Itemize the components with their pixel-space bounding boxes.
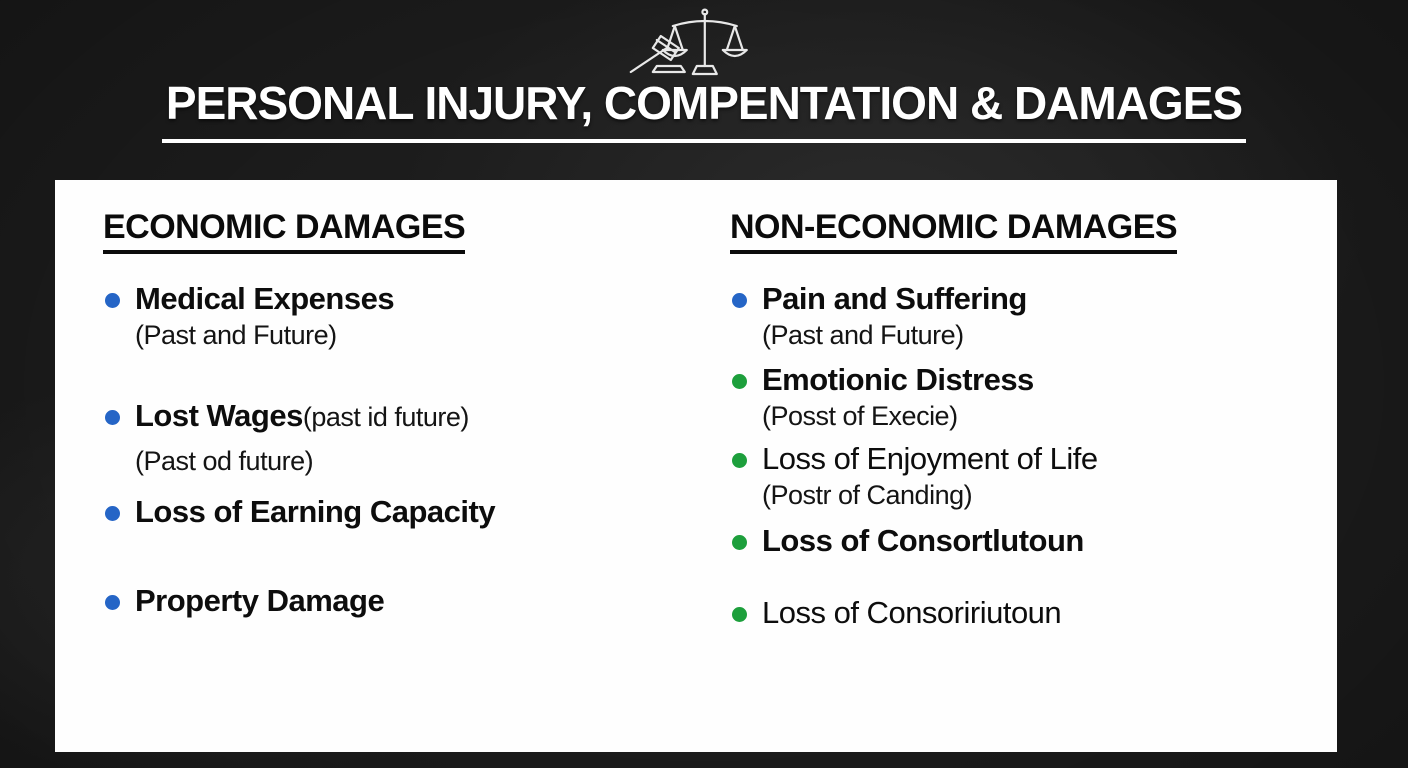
item-title: Pain and Suffering [762,281,1027,316]
bullet-dot-icon [732,535,747,551]
item-title: Loss of Consoririutoun [762,595,1062,631]
list-item: Loss of Earning Capacity [103,493,730,532]
item-title: Loss of Consortlutoun [762,523,1084,559]
column-heading-non-economic: NON-ECONOMIC DAMAGES [730,208,1178,254]
bullet-dot-icon [105,506,120,522]
bullet-dot-icon [732,607,747,623]
item-title: Property Damage [135,583,385,619]
column-non-economic-damages: NON-ECONOMIC DAMAGES Pain and Suffering … [730,208,1307,752]
list-item: Lost Wages(past id future) (Past od futu… [103,397,730,477]
bullet-dot-icon [105,410,120,426]
list-item: Loss of Consortlutoun [730,522,1307,561]
list-item: Loss of Consoririutoun [730,594,1307,633]
item-title: Loss of Enjoyment of Life [762,441,1098,477]
list-item: Emotionic Distress (Posst of Execie) [730,361,1307,432]
list-item: Property Damage [103,582,730,621]
bullet-dot-icon [105,293,120,308]
item-title: Lost Wages [135,398,303,434]
bullet-dot-icon [732,453,747,469]
non-economic-items-list: Pain and Suffering (Past and Future) Emo… [730,280,1307,633]
item-subtitle: (Past and Future) [762,319,964,350]
item-suffix: (past id future) [302,402,470,433]
list-item: Medical Expenses (Past and Future) [103,280,730,351]
bullet-dot-icon [105,595,120,611]
item-subtitle: (Past and Future) [135,319,337,350]
item-subtitle: (Postr of Canding) [762,480,973,511]
content-card: ECONOMIC DAMAGES Medical Expenses (Past … [55,180,1337,752]
slide-header: PERSONAL INJURY, COMPENTATION & DAMAGES [0,0,1408,143]
page-title: PERSONAL INJURY, COMPENTATION & DAMAGES [161,76,1247,143]
list-item: Pain and Suffering (Past and Future) [730,280,1307,351]
column-heading-economic: ECONOMIC DAMAGES [103,208,466,254]
bullet-dot-icon [732,374,747,390]
gavel-and-scales-icon [629,8,748,76]
item-title: Medical Expenses [135,281,395,316]
bullet-dot-icon [732,293,747,308]
item-subtitle: (Posst of Execie) [762,400,958,431]
item-subtitle: (Past od future) [135,445,314,476]
list-item: Loss of Enjoyment of Life (Postr of Cand… [730,440,1307,511]
item-title: Emotionic Distress [762,362,1034,398]
economic-items-list: Medical Expenses (Past and Future) Lost … [103,280,730,621]
item-title: Loss of Earning Capacity [135,494,496,530]
column-economic-damages: ECONOMIC DAMAGES Medical Expenses (Past … [103,208,730,752]
